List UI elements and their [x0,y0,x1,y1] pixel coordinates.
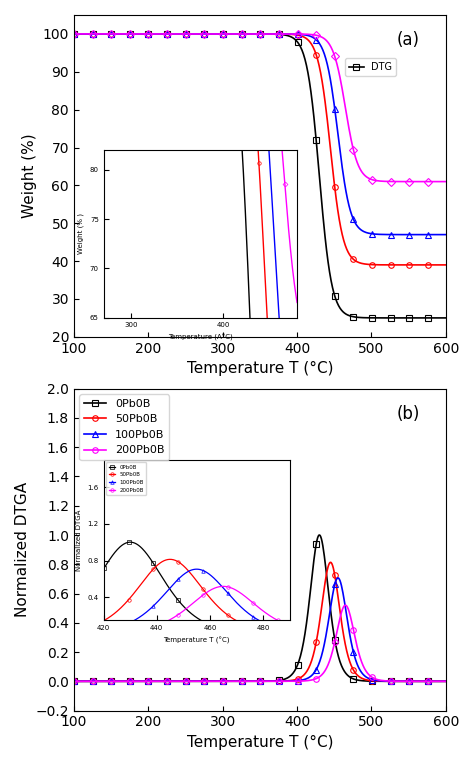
200Pb0B [434,177,440,186]
50Pb0B [248,677,254,686]
200Pb0B [292,29,298,38]
100Pb0B [272,29,278,38]
50Pb0B [272,29,278,38]
Legend: 0Pb0B, 50Pb0B, 100Pb0B, 200Pb0B: 0Pb0B, 50Pb0B, 100Pb0B, 200Pb0B [80,394,169,460]
0Pb0B [316,530,322,539]
100Pb0B [71,677,77,686]
200Pb0B [71,29,77,38]
0Pb0B [71,29,77,38]
50Pb0B [273,677,279,686]
50Pb0B [248,29,254,38]
200Pb0B [293,676,299,685]
50Pb0B [250,29,255,38]
50Pb0B [434,260,440,269]
0Pb0B [272,30,278,39]
0Pb0B [443,314,449,323]
100Pb0B [251,677,256,686]
0Pb0B [293,664,299,673]
50Pb0B [251,677,256,686]
0Pb0B [434,314,440,323]
50Pb0B [436,677,441,686]
0Pb0B [292,35,298,44]
100Pb0B [376,230,382,239]
200Pb0B [248,677,254,686]
50Pb0B [377,676,383,685]
100Pb0B [377,676,383,685]
X-axis label: Temperature T (°C): Temperature T (°C) [187,735,333,750]
Text: (b): (b) [396,405,420,423]
Y-axis label: Normalized DTGA: Normalized DTGA [15,482,30,617]
100Pb0B [443,677,449,686]
Line: 50Pb0B: 50Pb0B [71,31,448,268]
0Pb0B [273,676,279,685]
200Pb0B [376,177,382,186]
Line: 100Pb0B: 100Pb0B [71,575,448,684]
X-axis label: Temperature T (°C): Temperature T (°C) [187,361,333,376]
200Pb0B [250,29,255,38]
100Pb0B [250,29,255,38]
200Pb0B [377,675,383,685]
0Pb0B [251,677,256,686]
100Pb0B [293,676,299,685]
200Pb0B [98,677,104,686]
Line: 100Pb0B: 100Pb0B [71,31,448,237]
50Pb0B [443,677,449,686]
100Pb0B [248,29,254,38]
Line: 0Pb0B: 0Pb0B [71,532,448,684]
0Pb0B [377,677,383,686]
200Pb0B [273,677,279,686]
0Pb0B [248,29,254,38]
50Pb0B [292,30,298,39]
50Pb0B [328,558,333,567]
Line: 50Pb0B: 50Pb0B [71,559,448,684]
Line: 200Pb0B: 200Pb0B [71,31,448,184]
100Pb0B [273,677,279,686]
Text: (a): (a) [397,31,420,49]
50Pb0B [71,29,77,38]
Legend: DTG: DTG [345,58,396,76]
200Pb0B [248,29,254,38]
0Pb0B [443,677,449,686]
100Pb0B [443,230,449,239]
0Pb0B [71,677,77,686]
100Pb0B [71,29,77,38]
200Pb0B [272,29,278,38]
200Pb0B [443,677,449,686]
200Pb0B [436,677,441,686]
Line: 200Pb0B: 200Pb0B [71,603,448,684]
200Pb0B [71,677,77,686]
50Pb0B [98,677,104,686]
200Pb0B [251,677,256,686]
50Pb0B [71,677,77,686]
Y-axis label: Weight (%): Weight (%) [22,134,37,218]
0Pb0B [376,314,382,323]
0Pb0B [250,29,255,38]
50Pb0B [293,675,299,684]
100Pb0B [434,230,440,239]
100Pb0B [436,677,441,686]
100Pb0B [248,677,254,686]
0Pb0B [99,677,104,686]
50Pb0B [376,260,382,269]
100Pb0B [98,677,104,686]
100Pb0B [292,30,298,39]
200Pb0B [342,601,348,610]
0Pb0B [436,677,441,686]
Line: 0Pb0B: 0Pb0B [71,31,448,321]
100Pb0B [335,573,341,582]
200Pb0B [443,177,449,186]
0Pb0B [248,677,254,686]
50Pb0B [443,260,449,269]
